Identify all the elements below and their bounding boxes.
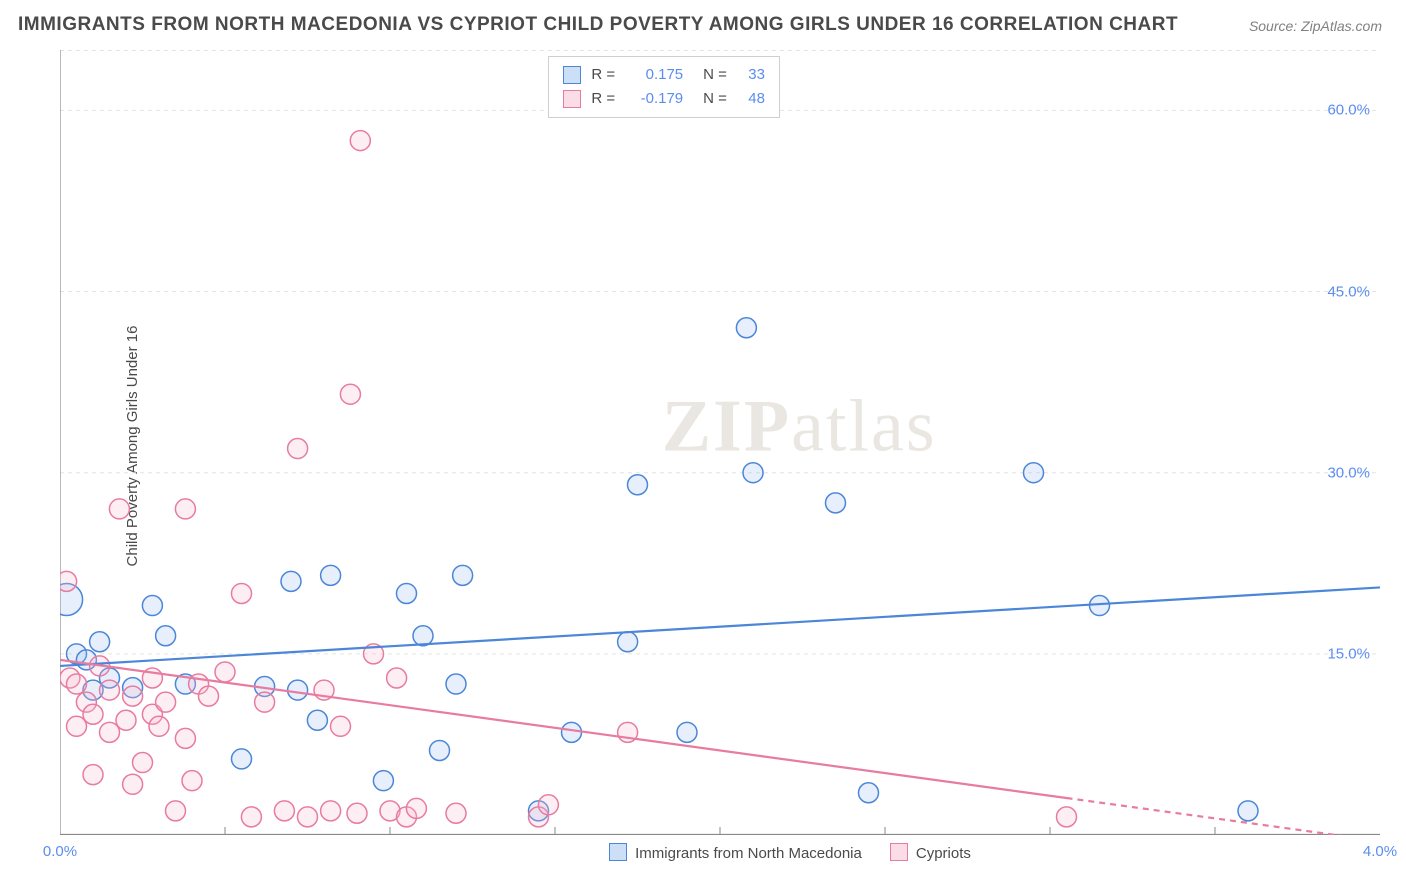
series-legend: Immigrants from North Macedonia Cypriots: [550, 843, 1030, 862]
legend-swatch-icon: [563, 90, 581, 108]
corr-r-value: -0.179: [625, 87, 683, 111]
x-tick-label: 4.0%: [1363, 837, 1397, 860]
legend-label: Cypriots: [916, 845, 971, 862]
correlation-row: R = -0.179 N = 48: [563, 87, 765, 111]
corr-n-label: N =: [703, 87, 727, 111]
correlation-legend: R = 0.175 N = 33 R = -0.179 N = 48: [548, 56, 780, 118]
legend-swatch-icon: [890, 843, 908, 861]
source-attribution: Source: ZipAtlas.com: [1249, 18, 1382, 34]
y-tick-label: 30.0%: [1327, 464, 1370, 481]
legend-label: Immigrants from North Macedonia: [635, 845, 862, 862]
y-tick-label: 45.0%: [1327, 283, 1370, 300]
y-tick-label: 15.0%: [1327, 645, 1370, 662]
x-tick-label: 0.0%: [43, 837, 77, 860]
correlation-row: R = 0.175 N = 33: [563, 63, 765, 87]
corr-n-value: 48: [737, 87, 765, 111]
legend-item: Immigrants from North Macedonia: [609, 843, 862, 862]
corr-r-label: R =: [591, 87, 615, 111]
corr-n-label: N =: [703, 63, 727, 87]
chart-title: IMMIGRANTS FROM NORTH MACEDONIA VS CYPRI…: [18, 14, 1178, 36]
corr-r-value: 0.175: [625, 63, 683, 87]
scatter-plot: ZIPatlas R =0.175N =33R =-0.179N =48 15.…: [60, 50, 1380, 835]
plot-svg: [60, 50, 1380, 835]
legend-item: Cypriots: [890, 843, 971, 862]
legend-swatch-icon: [609, 843, 627, 861]
y-tick-label: 60.0%: [1327, 102, 1370, 119]
corr-n-value: 33: [737, 63, 765, 87]
corr-r-label: R =: [591, 63, 615, 87]
legend-swatch-icon: [563, 66, 581, 84]
